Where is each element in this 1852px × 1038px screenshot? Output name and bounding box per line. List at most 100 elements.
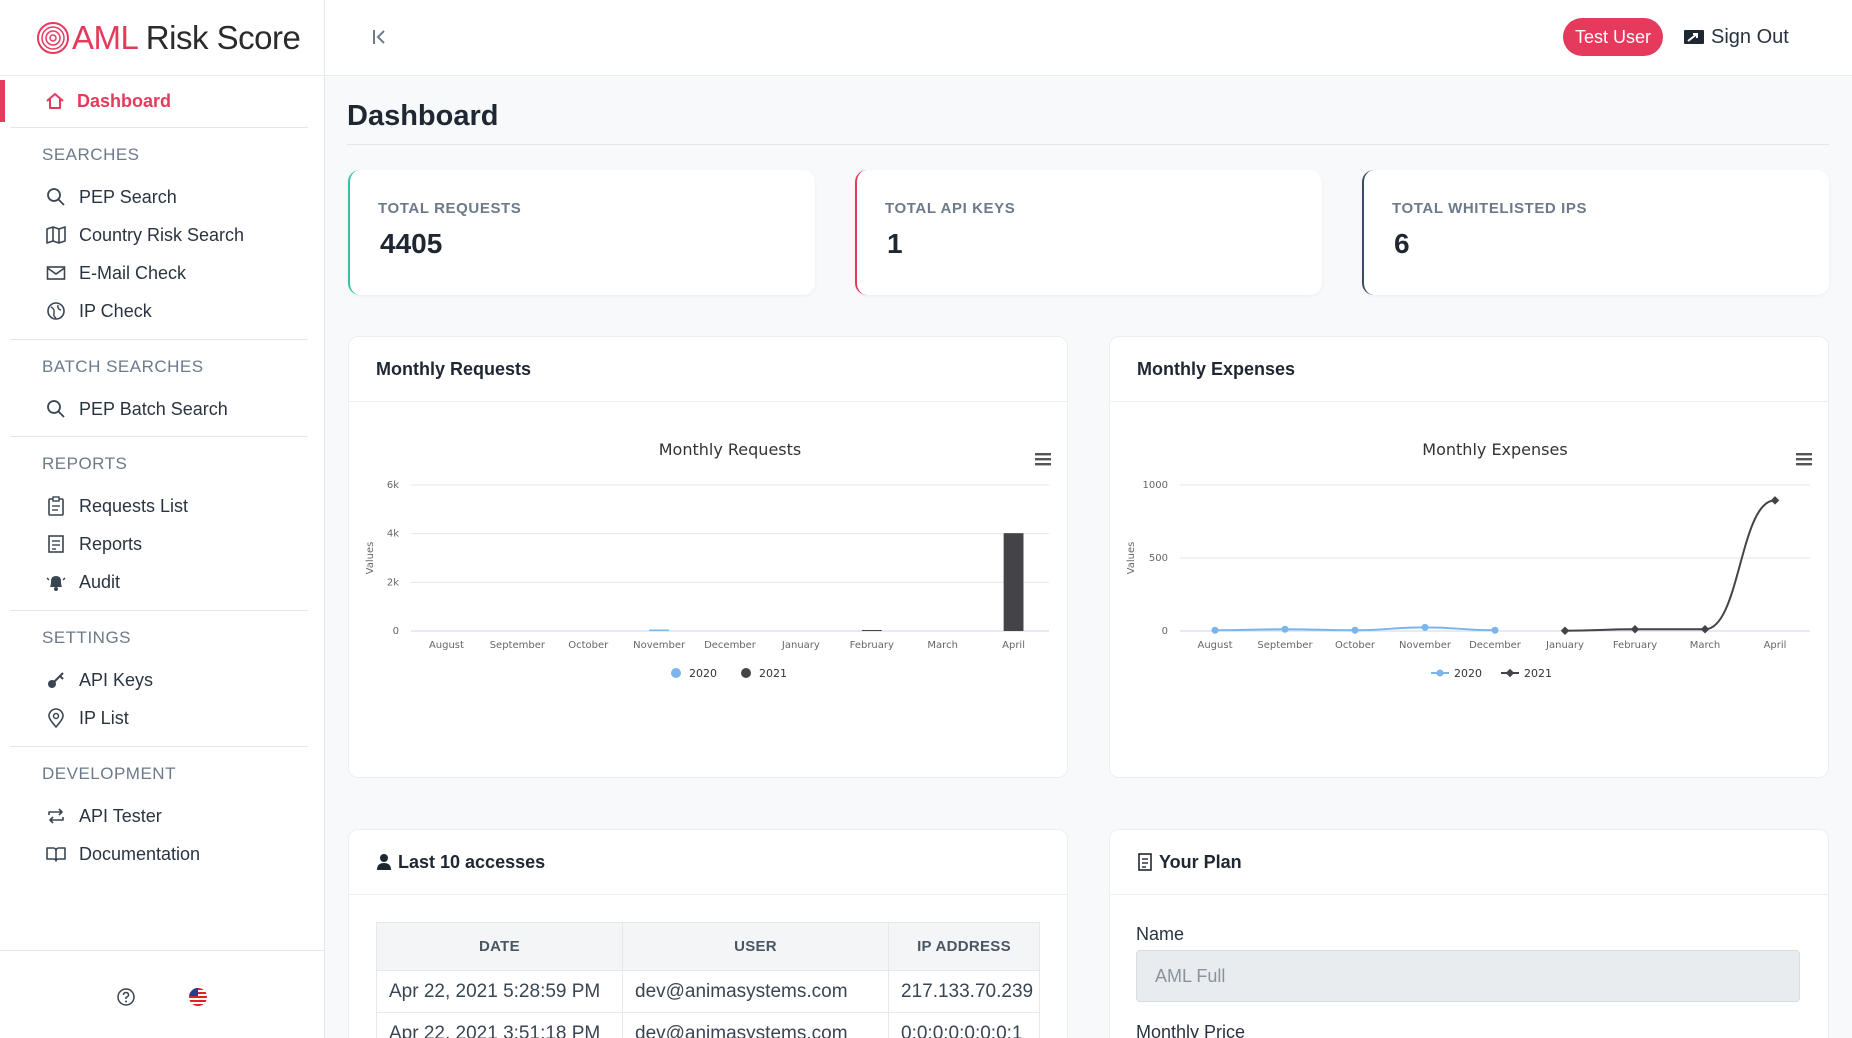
y-tick-label: 1000 [1143, 480, 1168, 491]
map-pin-icon [45, 707, 67, 729]
monthly-expenses-chart: Monthly Expenses Values 0 500 1000 August Sept… [1126, 440, 1812, 680]
y-axis-label: Values [365, 542, 376, 575]
divider [10, 436, 308, 437]
monthly-expenses-card: Monthly Expenses Monthly Expenses Values 0… [1109, 336, 1829, 778]
plan-name-field[interactable]: AML Full [1136, 950, 1800, 1002]
your-plan-card: Your Plan Name AML Full Monthly Price [1109, 829, 1829, 1038]
x-tick-label: August [1198, 640, 1233, 651]
legend-marker [1505, 668, 1515, 678]
column-header-user[interactable]: USER [622, 922, 889, 971]
x-tick-label: November [633, 640, 686, 651]
section-title-reports: REPORTS [42, 454, 128, 473]
search-icon [45, 186, 67, 208]
table-cell-user: dev@animasystems.com [622, 1012, 889, 1038]
sidebar-item-pep-search[interactable]: PEP Search [45, 182, 177, 212]
data-point [1700, 625, 1710, 634]
x-tick-label: March [927, 640, 957, 651]
key-icon [45, 669, 67, 691]
document-icon [1137, 853, 1153, 871]
sidebar-item-documentation[interactable]: Documentation [45, 839, 200, 869]
data-point [1630, 625, 1640, 634]
table-row: Apr 22, 2021 5:28:59 PM dev@animasystems… [376, 970, 1040, 1013]
sidebar-item-label: API Tester [79, 805, 162, 826]
sidebar-item-ip-check[interactable]: IP Check [45, 296, 152, 326]
monthly-requests-chart: Monthly Requests Values 0 2k 4k 6k August Septe… [365, 440, 1051, 680]
sign-out-icon [1684, 30, 1704, 44]
table-cell-ip: 217.133.70.239 [888, 970, 1040, 1013]
fingerprint-logo-icon [37, 21, 69, 54]
y-tick-label: 2k [387, 577, 399, 588]
y-tick-label: 0 [1162, 626, 1168, 637]
sidebar-item-api-tester[interactable]: API Tester [45, 801, 162, 831]
monthly-requests-card: Monthly Requests Monthly Requests Values 0… [348, 336, 1068, 778]
section-title-batch-searches: BATCH SEARCHES [42, 357, 204, 376]
y-tick-label: 6k [387, 480, 399, 491]
bar [649, 629, 670, 631]
card-title: Your Plan [1110, 830, 1828, 895]
sidebar-item-label: Audit [79, 571, 121, 592]
sign-out-button[interactable]: Sign Out [1683, 22, 1789, 52]
column-header-date[interactable]: DATE [376, 922, 623, 971]
user-badge[interactable]: Test User [1563, 18, 1664, 56]
sidebar-item-api-keys[interactable]: API Keys [45, 665, 153, 695]
x-tick-label: January [781, 640, 820, 651]
sign-out-label: Sign Out [1711, 25, 1789, 48]
data-point [1351, 626, 1359, 634]
sidebar-item-label: Country Risk Search [79, 224, 245, 245]
bar [1003, 533, 1024, 631]
card-title: Monthly Requests [349, 337, 1067, 402]
divider [10, 127, 308, 128]
sidebar-item-pep-batch-search[interactable]: PEP Batch Search [45, 394, 228, 424]
card-title-label: Your Plan [1159, 851, 1242, 872]
brand-logo[interactable]: AML Risk Score [0, 0, 324, 76]
sidebar-item-label: PEP Search [79, 186, 177, 207]
card-title-label: Last 10 accesses [398, 851, 546, 872]
sidebar-item-label: PEP Batch Search [79, 398, 228, 419]
sidebar-item-label: API Keys [79, 669, 154, 690]
home-icon [46, 93, 64, 109]
x-tick-label: March [1690, 640, 1720, 651]
bell-icon [45, 571, 67, 593]
table-header-row: DATE USER IP ADDRESS [376, 922, 1040, 971]
sidebar-item-dashboard[interactable]: Dashboard [0, 80, 325, 122]
sidebar-item-label: E-Mail Check [79, 262, 187, 283]
sidebar-item-audit[interactable]: Audit [45, 567, 120, 597]
x-tick-label: October [1335, 640, 1376, 651]
sidebar-item-email-check[interactable]: E-Mail Check [45, 258, 186, 288]
chart-menu-icon[interactable] [1035, 453, 1051, 466]
help-circle-icon[interactable] [116, 987, 136, 1007]
chart-menu-icon[interactable] [1796, 453, 1812, 466]
sidebar: AML Risk Score Dashboard SEARCHES PEP Se… [0, 0, 325, 1038]
stat-card-total-api-keys: TOTAL API KEYS 1 [855, 170, 1322, 295]
brand-name: AML Risk Score [72, 18, 301, 57]
collapse-left-icon[interactable] [367, 24, 393, 50]
chart-title: Monthly Expenses [1422, 440, 1567, 459]
divider [10, 746, 308, 747]
brand-aml: AML [72, 18, 138, 56]
y-tick-label: 4k [387, 529, 399, 540]
sidebar-item-label: IP List [79, 707, 129, 728]
column-header-ip-address[interactable]: IP ADDRESS [888, 922, 1040, 971]
sidebar-item-label: Reports [79, 533, 143, 554]
table-cell-ip: 0:0:0:0:0:0:0:1 [888, 1012, 1040, 1038]
legend-marker [741, 668, 751, 678]
bar [861, 630, 882, 631]
sidebar-item-reports[interactable]: Reports [45, 529, 142, 559]
stat-label: TOTAL API KEYS [885, 200, 1016, 217]
section-title-settings: SETTINGS [42, 628, 132, 647]
envelope-icon [45, 262, 67, 284]
x-tick-label: April [1002, 640, 1025, 651]
stat-value: 4405 [380, 228, 443, 259]
legend-label: 2021 [1524, 667, 1552, 680]
plan-name-label: Name [1136, 924, 1185, 944]
us-flag-icon[interactable] [188, 987, 208, 1007]
stat-label: TOTAL WHITELISTED IPS [1392, 200, 1588, 217]
sidebar-item-ip-list[interactable]: IP List [45, 703, 129, 733]
x-tick-label: December [1469, 640, 1522, 651]
repeat-icon [45, 805, 67, 827]
divider [347, 144, 1829, 145]
stat-value: 6 [1394, 228, 1410, 259]
sidebar-item-country-risk-search[interactable]: Country Risk Search [45, 220, 244, 250]
sidebar-item-requests-list[interactable]: Requests List [45, 491, 188, 521]
y-tick-label: 0 [393, 626, 399, 637]
